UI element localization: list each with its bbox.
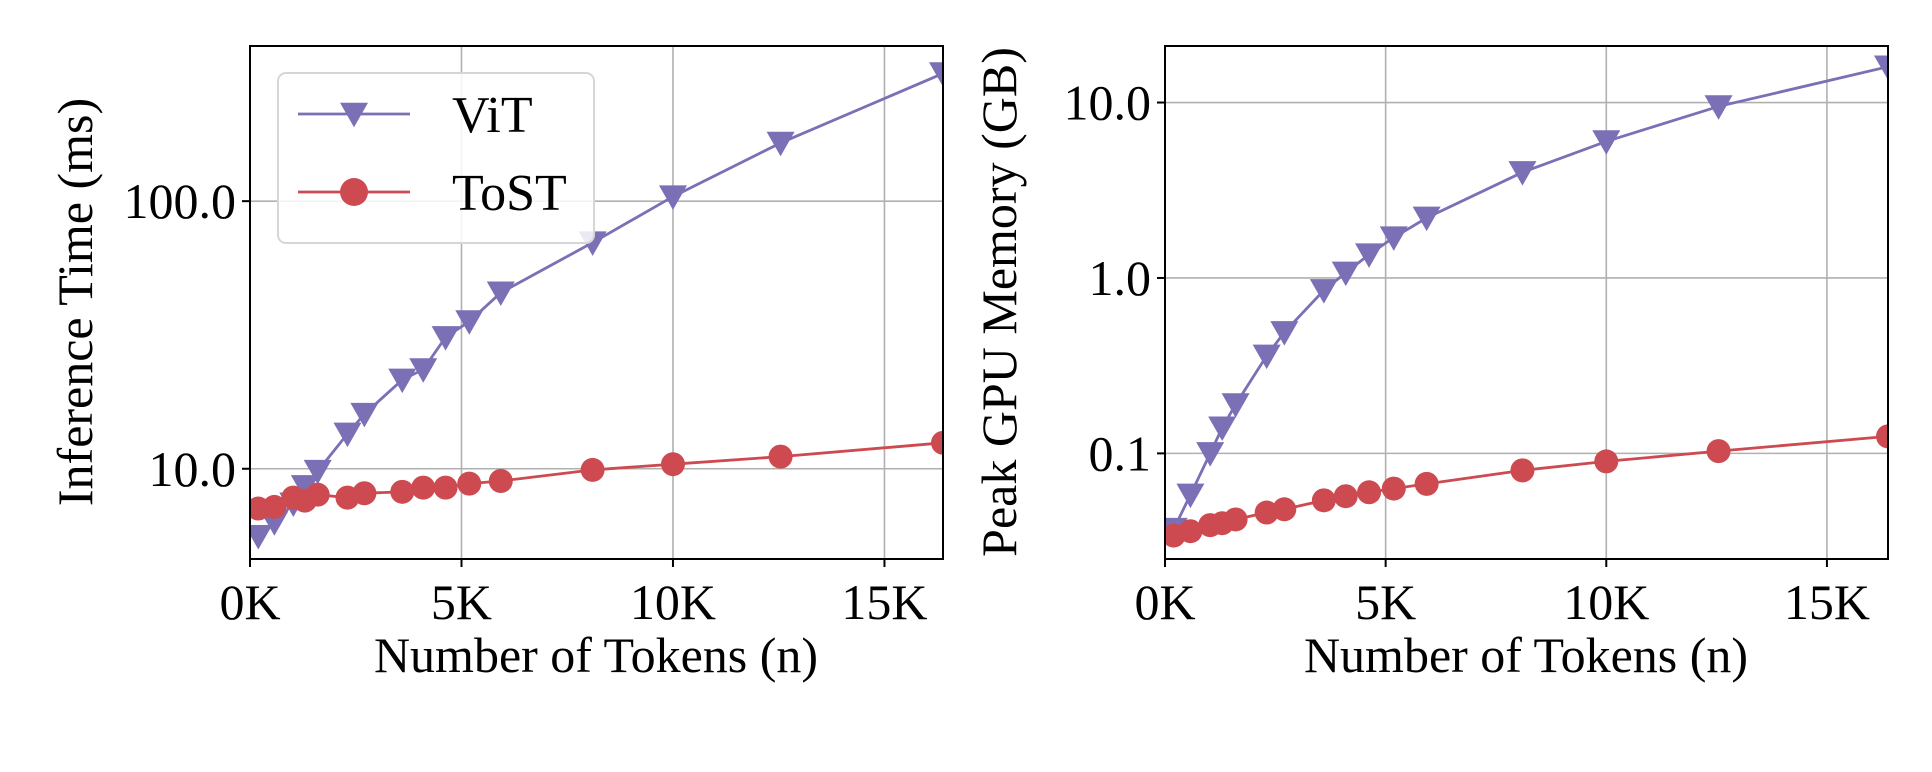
vit-point <box>290 475 319 500</box>
vit-point <box>1196 442 1225 467</box>
vit-point <box>658 185 687 210</box>
vit-point <box>929 62 943 87</box>
x-axis-label: Number of Tokens (n) <box>374 627 818 683</box>
x-tick-label: 15K <box>841 574 927 630</box>
tost-point <box>1414 471 1439 496</box>
tick-layer: 0K 5K 10K 15K 0.1 1.0 10.0 <box>1064 75 1870 630</box>
plot-area <box>1165 55 1888 548</box>
legend: ViT ToST <box>277 72 595 244</box>
vit-point <box>1508 161 1537 186</box>
x-tick-label: 0K <box>1134 574 1195 630</box>
vit-point <box>1412 206 1441 232</box>
y-tick-label: 100.0 <box>124 173 237 229</box>
series-layer <box>250 62 943 550</box>
x-tick-label: 5K <box>431 574 492 630</box>
x-tick-label: 0K <box>219 574 280 630</box>
tost-point <box>411 475 436 500</box>
tost-point <box>660 452 685 477</box>
tost-point <box>1333 484 1358 509</box>
tost-point <box>305 482 330 507</box>
vit-point <box>1208 416 1237 442</box>
tost-point <box>1223 507 1248 532</box>
legend-vit-marker <box>340 102 368 128</box>
vit-point <box>1704 95 1733 120</box>
vit-point <box>455 310 484 335</box>
series-layer <box>1165 55 1888 548</box>
inference-time-panel: 0K 5K 10K 15K 10.0 100.0 Number of Tokens (n)… <box>47 45 944 683</box>
vit-point <box>1252 344 1281 370</box>
vit-point <box>388 368 417 394</box>
tost-point <box>390 479 415 504</box>
vit-series-line <box>1172 65 1888 530</box>
tost-point <box>1357 480 1382 505</box>
tost-point <box>931 430 943 455</box>
grid-lines <box>1164 46 1888 559</box>
tick-layer: 0K 5K 10K 15K 10.0 100.0 <box>124 173 928 630</box>
y-tick-label: 10.0 <box>149 441 237 497</box>
vit-point <box>250 524 273 550</box>
vit-point <box>333 422 362 448</box>
vit-point <box>1331 261 1360 287</box>
tost-point <box>580 457 605 482</box>
y-tick-label: 0.1 <box>1089 425 1152 481</box>
vit-point <box>1379 226 1408 251</box>
vit-point <box>1176 483 1205 509</box>
x-tick-label: 10K <box>630 574 716 630</box>
tost-point <box>1178 519 1203 544</box>
tost-point <box>768 444 793 469</box>
y-tick-label: 1.0 <box>1089 250 1152 306</box>
tost-point <box>262 494 287 519</box>
legend-tost-label: ToST <box>452 165 567 222</box>
y-tick-label: 10.0 <box>1064 75 1152 131</box>
tost-point <box>433 475 458 500</box>
gpu-memory-panel: 0K 5K 10K 15K 0.1 1.0 10.0 Number of Tokens (n… <box>971 45 1889 683</box>
plot-area <box>250 62 943 550</box>
vit-point <box>431 326 460 351</box>
tost-point <box>1272 497 1297 522</box>
vit-point <box>409 358 438 383</box>
tost-point <box>1876 424 1888 449</box>
y-axis-label: Inference Time (ms) <box>47 98 103 506</box>
vit-point <box>1309 279 1338 304</box>
vit-point <box>260 511 289 536</box>
x-tick-label: 10K <box>1563 574 1649 630</box>
vit-point <box>486 281 515 306</box>
legend-vit-label: ViT <box>452 87 533 144</box>
x-axis-label: Number of Tokens (n) <box>1304 627 1748 683</box>
tost-point <box>1510 458 1535 483</box>
legend-tost-marker <box>340 178 368 206</box>
tost-point <box>352 481 377 506</box>
tost-point <box>488 468 513 493</box>
vit-point <box>1355 243 1384 268</box>
vit-point <box>1221 393 1250 418</box>
vit-point <box>350 402 379 428</box>
tost-point <box>1594 449 1619 474</box>
x-tick-label: 15K <box>1784 574 1870 630</box>
vit-point <box>1592 130 1621 155</box>
vit-point <box>1874 55 1888 81</box>
plot-frame <box>249 45 944 560</box>
y-axis-label: Peak GPU Memory (GB) <box>971 47 1027 557</box>
plot-frame <box>1164 45 1889 560</box>
tost-point <box>1311 488 1336 513</box>
tost-point <box>1381 476 1406 501</box>
x-tick-label: 5K <box>1355 574 1416 630</box>
vit-point <box>766 131 795 157</box>
vit-point <box>1270 321 1299 346</box>
tost-point <box>1706 439 1731 464</box>
vit-point <box>303 459 332 485</box>
tost-point <box>457 471 482 496</box>
